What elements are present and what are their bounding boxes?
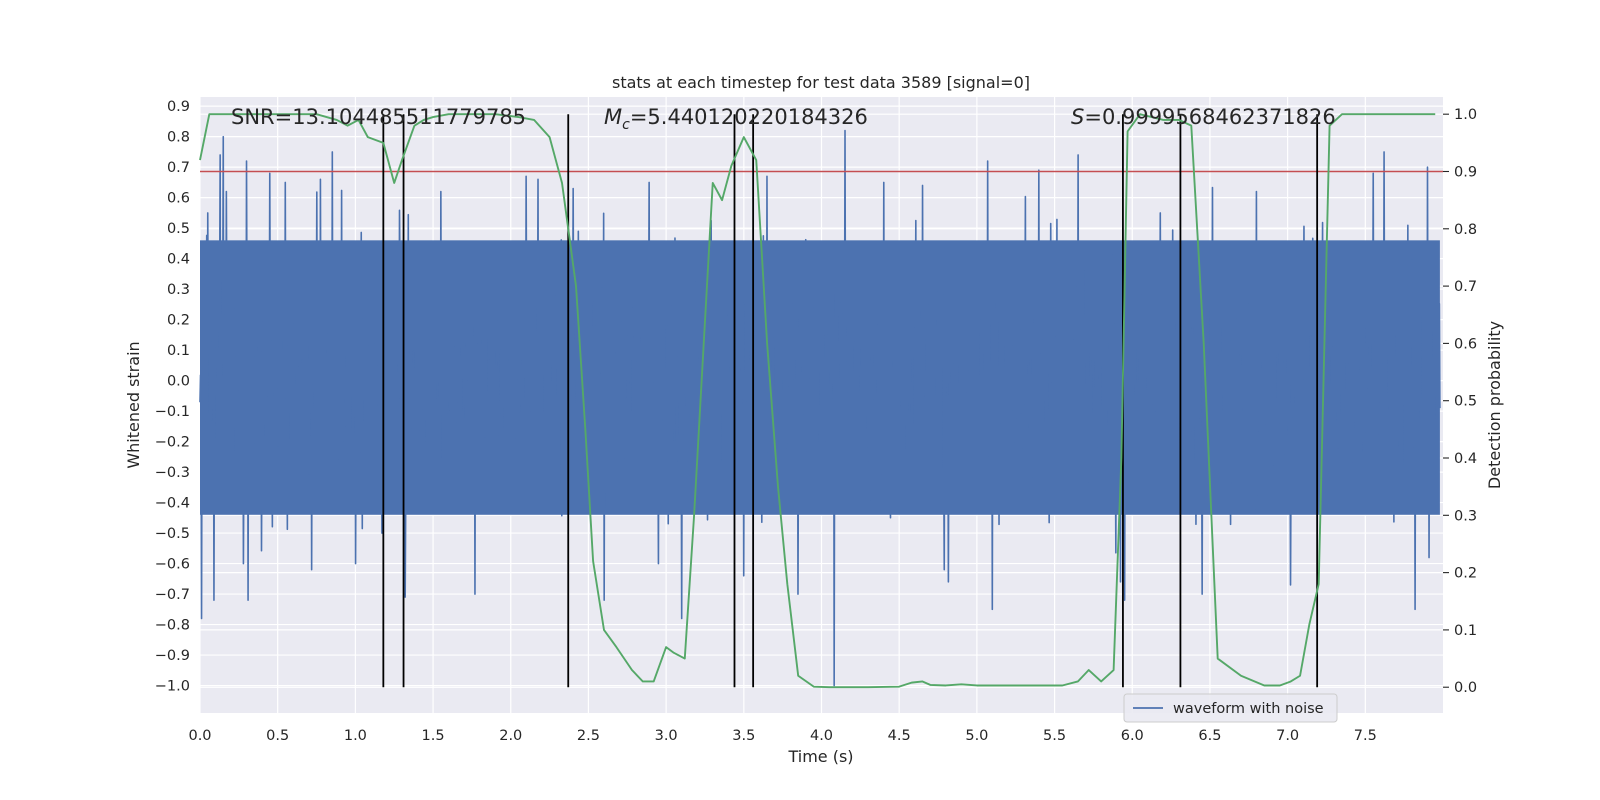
y-tick-label: 0.3 — [167, 282, 190, 298]
y-tick-label: −0.2 — [155, 435, 190, 451]
x-tick-label: 7.5 — [1354, 728, 1377, 744]
y-tick-label: 0.0 — [167, 374, 190, 390]
waveform-series — [199, 129, 1441, 687]
y-tick-label: 0.8 — [167, 130, 190, 146]
y-tick-label: −1.0 — [155, 679, 190, 695]
x-tick-label: 5.5 — [1043, 728, 1066, 744]
y-tick-label: −0.5 — [155, 526, 190, 542]
chirp-mass-symbol: M — [604, 105, 622, 129]
x-tick-label: 2.5 — [577, 728, 600, 744]
probability-series — [199, 113, 1436, 689]
y2-tick-label: 0.7 — [1454, 279, 1477, 295]
score-annotation: S=0.9999568462371826 — [1071, 105, 1336, 129]
y2-tick-label: 0.9 — [1454, 164, 1477, 180]
waveform-line — [199, 129, 1441, 687]
x-tick-label: 4.5 — [888, 728, 911, 744]
x-tick-label: 3.5 — [732, 728, 755, 744]
y2-tick-label: 1.0 — [1454, 107, 1477, 123]
y2-tick-label: 0.4 — [1454, 451, 1477, 467]
x-tick-label: 5.0 — [965, 728, 988, 744]
x-tick-label: 7.0 — [1276, 728, 1299, 744]
x-tick-labels: 0.0 0.5 1.0 1.5 2.0 2.5 3.0 3.5 4.0 4.5 5.0 5.5 6.0 6… — [188, 728, 1376, 744]
snr-annotation: SNR=13.104485511779785 — [231, 105, 526, 129]
y2-tick-label: 0.2 — [1454, 566, 1477, 582]
score-value: =0.9999568462371826 — [1084, 105, 1335, 129]
probability-line — [199, 113, 1436, 689]
x-tick-label: 6.5 — [1198, 728, 1221, 744]
x-tick-label: 1.0 — [344, 728, 367, 744]
y-tick-label: −0.6 — [155, 557, 190, 573]
chirp-mass-subscript: c — [622, 117, 630, 133]
score-symbol: S — [1071, 105, 1084, 129]
chart-title: stats at each timestep for test data 358… — [612, 73, 1030, 92]
x-tick-label: 6.0 — [1121, 728, 1144, 744]
x-tick-label: 0.0 — [188, 728, 211, 744]
y-tick-label: −0.4 — [155, 496, 190, 512]
y-tick-label: 0.2 — [167, 313, 190, 329]
y-tick-label: −0.3 — [155, 465, 190, 481]
y2-tick-label: 0.5 — [1454, 394, 1477, 410]
y-tick-label: 0.4 — [167, 252, 190, 268]
y-tick-labels: 0.9 0.8 0.7 0.6 0.5 0.4 0.3 0.2 0.1 0.0 −0.1 −0.2 −0… — [155, 99, 190, 694]
x-tick-label: 3.0 — [655, 728, 678, 744]
y2-tick-label: 0.0 — [1454, 680, 1477, 696]
y2-tick-label: 0.8 — [1454, 222, 1477, 238]
y2-tick-label: 0.3 — [1454, 508, 1477, 524]
chirp-mass-value: =5.440120220184326 — [630, 105, 868, 129]
y-tick-label: −0.1 — [155, 404, 190, 420]
y-tick-label: 0.5 — [167, 221, 190, 237]
y-tick-label: 0.6 — [167, 191, 190, 207]
y-axis-label: Whitened strain — [124, 341, 143, 468]
x-tick-label: 4.0 — [810, 728, 833, 744]
legend-label: waveform with noise — [1173, 701, 1324, 717]
x-tick-label: 1.5 — [422, 728, 445, 744]
y-tick-label: −0.7 — [155, 587, 190, 603]
x-tick-label: 2.0 — [499, 728, 522, 744]
chirp-mass-annotation: Mc=5.440120220184326 — [604, 105, 868, 133]
legend: waveform with noise — [1123, 693, 1338, 723]
y2-tick-label: 0.1 — [1454, 623, 1477, 639]
y-tick-label: −0.9 — [155, 648, 190, 664]
y2-tick-label: 0.6 — [1454, 336, 1477, 352]
x-axis-label: Time (s) — [787, 747, 853, 766]
y-tick-label: 0.1 — [167, 343, 190, 359]
y2-tick-labels: 1.0 0.9 0.8 0.7 0.6 0.5 0.4 0.3 0.2 0.1 0.0 — [1443, 107, 1477, 696]
y-tick-label: 0.7 — [167, 160, 190, 176]
y-tick-label: 0.9 — [167, 99, 190, 115]
y-tick-label: −0.8 — [155, 618, 190, 634]
legend-box — [1123, 693, 1338, 723]
y2-axis-label: Detection probability — [1485, 321, 1504, 489]
x-tick-label: 0.5 — [266, 728, 289, 744]
